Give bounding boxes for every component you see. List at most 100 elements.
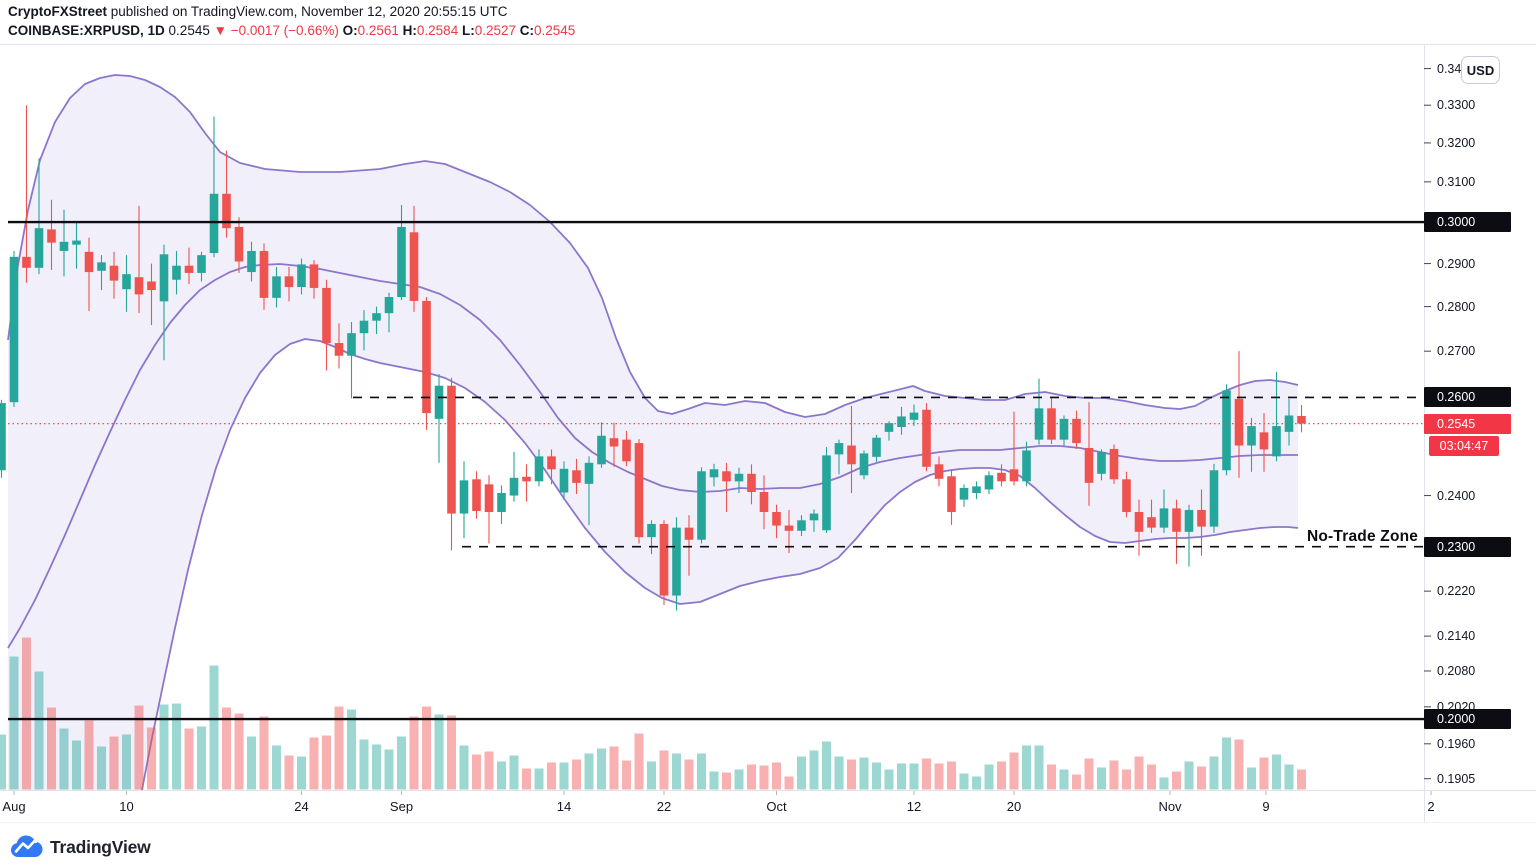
volume-bar — [1047, 764, 1056, 790]
volume-bar — [972, 776, 981, 790]
candle-body — [1159, 508, 1169, 528]
candle-body — [84, 251, 94, 273]
candle-body — [172, 265, 181, 280]
candle-body — [859, 453, 869, 476]
price-tick-label: 0.2900 — [1437, 256, 1476, 271]
time-axis-label: 22 — [656, 799, 672, 814]
time-axis-label: Aug — [2, 799, 26, 814]
volume-series — [0, 637, 1306, 790]
volume-bar — [547, 762, 556, 790]
byline-author: CryptoFXStreet — [8, 4, 108, 19]
volume-bar — [1297, 769, 1306, 790]
volume-bar — [1059, 769, 1069, 790]
price-tick-label: 0.3300 — [1437, 98, 1476, 113]
volume-bar — [359, 739, 369, 790]
candle-body — [1134, 512, 1144, 532]
volume-bar — [197, 726, 206, 790]
volume-bar — [634, 733, 644, 790]
candle-series — [0, 105, 1306, 611]
volume-bar — [47, 707, 56, 790]
volume-bar — [209, 665, 219, 790]
candle-body — [672, 527, 681, 596]
candle-body — [1009, 469, 1019, 482]
volume-bar — [1209, 756, 1219, 790]
ohlc-strip: O:0.2561 H:0.2584 L:0.2527 C:0.2545 — [343, 23, 576, 38]
volume-bar — [472, 754, 481, 790]
volume-bar — [9, 656, 19, 790]
price-level-label: 0.3000 — [1424, 212, 1511, 233]
candle-body — [897, 416, 906, 428]
volume-bar — [922, 758, 931, 790]
candle-body — [9, 256, 19, 403]
volume-bar — [684, 759, 694, 790]
volume-bar — [522, 768, 531, 790]
volume-bar — [559, 762, 569, 790]
volume-bar — [797, 756, 806, 790]
candle-body — [384, 297, 394, 314]
candle-body — [459, 480, 469, 514]
candle-body — [272, 276, 281, 298]
volume-bar — [859, 757, 869, 790]
volume-bar — [897, 763, 906, 790]
candle-body — [1097, 451, 1106, 474]
candle-body — [1072, 418, 1081, 444]
candle-body — [597, 435, 606, 465]
price-level-label: 0.2600 — [1424, 387, 1511, 408]
volume-bar — [22, 637, 31, 790]
candle-body — [259, 250, 269, 298]
candle-body — [884, 423, 894, 432]
symbol-title[interactable]: COINBASE:XRPUSD, 1D — [8, 23, 165, 38]
candle-body — [784, 525, 794, 531]
volume-bar — [834, 756, 844, 790]
candle-body — [372, 313, 381, 321]
volume-bar — [1084, 758, 1094, 790]
candle-body — [909, 412, 919, 420]
volume-bar — [497, 761, 506, 790]
volume-bar — [1009, 752, 1019, 790]
candle-body — [59, 241, 69, 251]
volume-bar — [484, 751, 494, 790]
candle-body — [159, 254, 169, 302]
ohlc-value: 0.2584 — [416, 23, 459, 38]
volume-bar — [672, 753, 681, 790]
time-axis-label: 24 — [294, 799, 309, 814]
volume-bar — [1122, 769, 1131, 790]
candle-body — [822, 455, 831, 531]
volume-bar — [1284, 764, 1294, 790]
volume-bar — [259, 716, 269, 790]
time-axis-label: Oct — [766, 799, 787, 814]
ohlc-value: 0.2527 — [474, 23, 516, 38]
volume-bar — [1272, 754, 1281, 790]
time-axis-panel[interactable] — [0, 790, 1536, 822]
price-tick-label: 0.2800 — [1437, 299, 1476, 314]
time-axis-label: 20 — [1006, 799, 1022, 814]
candle-body — [0, 403, 6, 471]
byline: CryptoFXStreet published on TradingView.… — [8, 4, 508, 19]
bollinger-lower-line — [134, 338, 1299, 821]
volume-bar — [234, 713, 244, 790]
ohlc-value: 0.2561 — [357, 23, 399, 38]
currency-toggle-button[interactable]: USD — [1461, 56, 1500, 84]
candle-body — [847, 445, 856, 465]
volume-bar — [97, 746, 106, 790]
volume-bar — [1072, 774, 1081, 790]
candle-body — [622, 439, 631, 462]
candle-body — [122, 274, 131, 290]
candle-body — [222, 193, 231, 229]
candle-body — [1197, 509, 1206, 527]
candle-body — [947, 476, 956, 513]
ohlc-letter: H: — [398, 23, 417, 38]
price-tick-label: 0.2140 — [1437, 629, 1476, 644]
candle-body — [1172, 508, 1181, 532]
time-axis-label: 2 — [1427, 799, 1435, 814]
volume-bar — [347, 709, 356, 790]
no-trade-zone-label[interactable]: No-Trade Zone — [1307, 528, 1419, 545]
tradingview-logo[interactable]: TradingView — [10, 833, 151, 861]
candle-body — [322, 287, 331, 344]
candle-body — [334, 343, 344, 356]
volume-bar — [72, 740, 81, 790]
candle-body — [1184, 509, 1194, 532]
candle-body — [234, 226, 244, 262]
